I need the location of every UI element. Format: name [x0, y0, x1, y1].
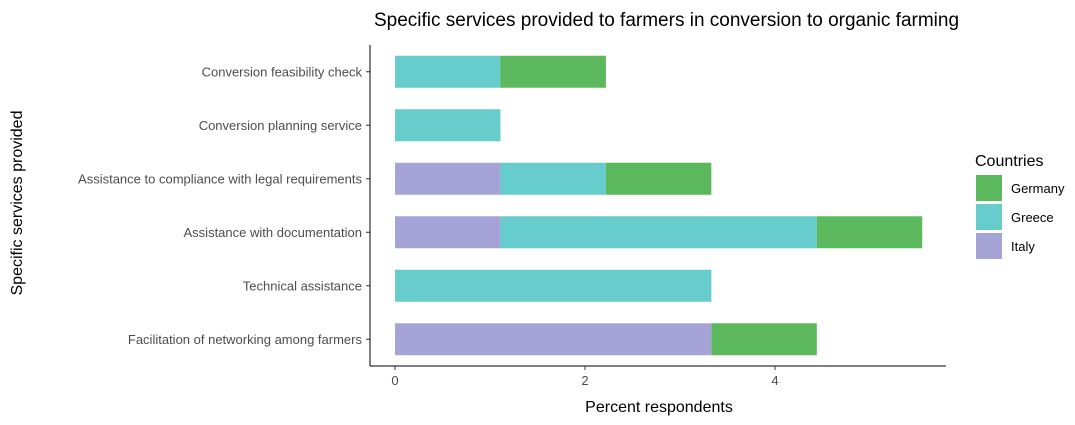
bar-greece-2: [500, 162, 606, 195]
bar-italy-5: [395, 323, 712, 356]
bar-germany-5: [711, 323, 817, 356]
legend-swatch-germany: [976, 175, 1002, 201]
category-label: Conversion planning service: [199, 118, 362, 133]
legend-label-italy: Italy: [1011, 239, 1035, 254]
bar-greece-4: [395, 269, 712, 302]
x-tick-label: 4: [771, 373, 778, 388]
category-label: Facilitation of networking among farmers: [128, 332, 363, 347]
legend-swatch-greece: [976, 204, 1002, 230]
category-label: Technical assistance: [243, 278, 362, 293]
category-label: Assistance with documentation: [184, 225, 362, 240]
y-axis-title: Specific services provided: [9, 111, 26, 296]
chart-title: Specific services provided to farmers in…: [374, 10, 959, 31]
bar-greece-0: [395, 55, 501, 88]
bar-italy-3: [395, 216, 501, 249]
legend-label-germany: Germany: [1011, 181, 1065, 196]
bars-group: [395, 55, 923, 356]
category-label: Conversion feasibility check: [202, 64, 363, 79]
legend: Countries Germany Greece Italy: [975, 153, 1065, 259]
category-labels: Conversion feasibility check Conversion p…: [78, 64, 370, 347]
bar-germany-2: [605, 162, 712, 195]
bar-germany-0: [500, 55, 606, 88]
bar-germany-3: [816, 216, 923, 249]
bar-italy-2: [395, 162, 501, 195]
x-axis: 0 2 4: [369, 45, 946, 388]
legend-title: Countries: [975, 153, 1043, 170]
x-tick-label: 2: [581, 373, 588, 388]
x-tick-label: 0: [391, 373, 398, 388]
legend-swatch-italy: [976, 233, 1002, 259]
bar-greece-3: [500, 216, 817, 249]
legend-label-greece: Greece: [1011, 210, 1054, 225]
bar-greece-1: [395, 109, 501, 142]
category-label: Assistance to compliance with legal requ…: [78, 171, 362, 186]
x-axis-title: Percent respondents: [585, 399, 733, 416]
